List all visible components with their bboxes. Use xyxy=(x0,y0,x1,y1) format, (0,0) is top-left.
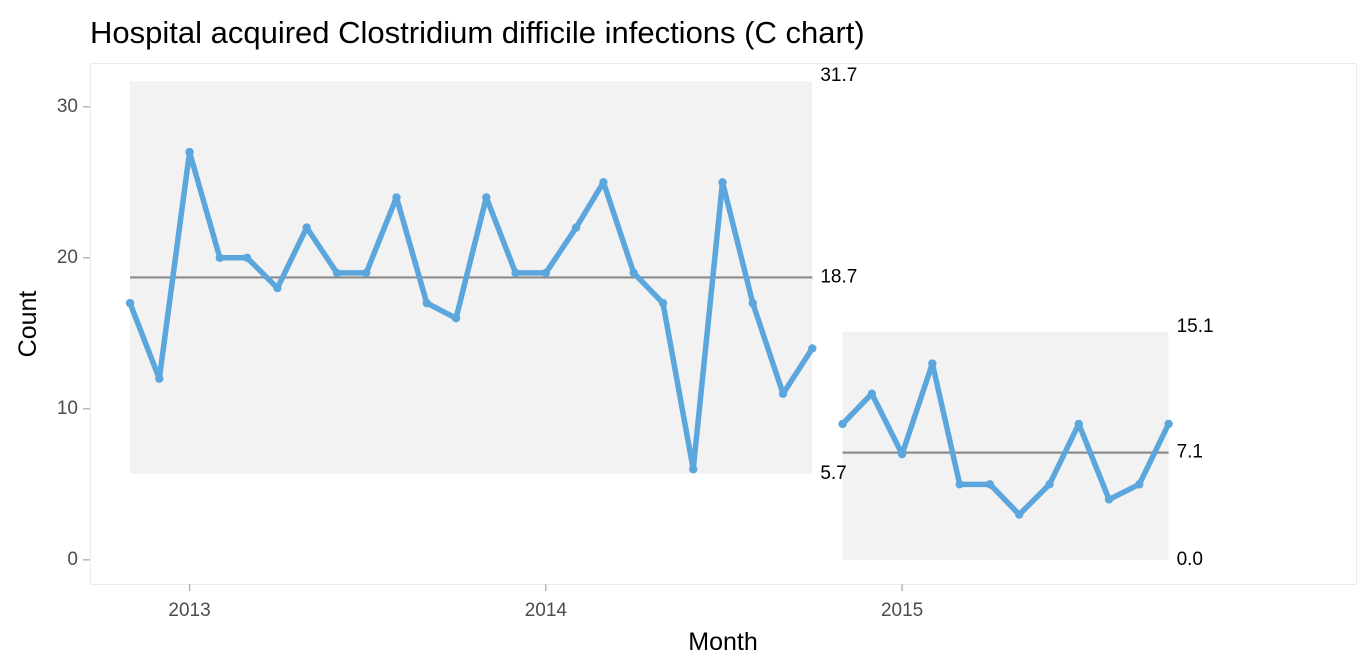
y-tick-label: 10 xyxy=(57,398,78,419)
y-tick-label: 0 xyxy=(67,549,78,570)
y-tick-label: 20 xyxy=(57,247,78,268)
data-point xyxy=(511,268,520,278)
data-point xyxy=(362,268,371,278)
data-point xyxy=(808,344,817,353)
y-tick-label: 30 xyxy=(57,96,78,117)
data-point xyxy=(242,253,252,263)
x-tick-label: 2015 xyxy=(881,600,923,621)
control-band-phase-2 xyxy=(842,331,1169,560)
data-point xyxy=(1104,495,1114,504)
data-point xyxy=(689,465,698,474)
series-layer xyxy=(125,147,1173,519)
control-limit-labels: 31.7 18.7 5.7 15.1 7.1 0.0 xyxy=(820,65,1213,570)
data-point xyxy=(748,298,757,308)
x-tick-label: 2013 xyxy=(168,600,210,621)
data-point xyxy=(392,193,401,202)
center-limit-label-phase-1: 18.7 xyxy=(820,266,857,287)
data-point xyxy=(1015,510,1024,519)
data-point xyxy=(778,389,788,398)
series-line-phase-2 xyxy=(839,360,1172,518)
data-point xyxy=(422,298,431,308)
lower-limit-label-phase-1: 5.7 xyxy=(820,463,846,484)
data-point xyxy=(302,223,311,232)
x-axis: 2013 2014 2015 xyxy=(168,584,923,621)
data-point xyxy=(451,314,461,323)
y-axis-title: Count xyxy=(14,291,42,358)
data-point xyxy=(897,449,907,459)
data-point xyxy=(332,268,342,278)
center-limit-label-phase-2: 7.1 xyxy=(1177,442,1203,463)
data-point xyxy=(599,178,608,187)
data-point xyxy=(541,268,551,278)
data-point xyxy=(985,480,995,489)
y-axis: 0 10 20 30 xyxy=(57,96,90,570)
data-point xyxy=(1045,480,1054,489)
data-point xyxy=(928,359,937,368)
x-tick-label: 2014 xyxy=(525,600,568,621)
data-point xyxy=(185,147,194,157)
data-point xyxy=(629,268,638,278)
upper-limit-label-phase-1: 31.7 xyxy=(820,65,857,86)
data-point xyxy=(155,374,164,383)
data-point xyxy=(658,298,668,308)
data-point xyxy=(1135,480,1144,489)
series-line-phase-1 xyxy=(127,149,816,472)
upper-limit-label-phase-2: 15.1 xyxy=(1177,316,1214,337)
data-point xyxy=(955,480,964,489)
lower-limit-label-phase-2: 0.0 xyxy=(1177,549,1203,570)
data-point xyxy=(273,283,282,293)
data-point xyxy=(838,419,847,429)
data-point xyxy=(215,253,225,263)
data-point xyxy=(718,178,727,187)
data-point xyxy=(1074,419,1083,429)
center-lines xyxy=(130,276,1169,454)
data-point xyxy=(867,389,877,398)
data-point xyxy=(1164,419,1173,429)
data-point xyxy=(482,193,491,202)
data-point xyxy=(125,298,135,308)
data-point xyxy=(571,223,581,232)
x-axis-title: Month xyxy=(688,628,757,656)
plot-panel-border xyxy=(90,63,1357,585)
chart-title: Hospital acquired Clostridium difficile … xyxy=(90,15,865,50)
